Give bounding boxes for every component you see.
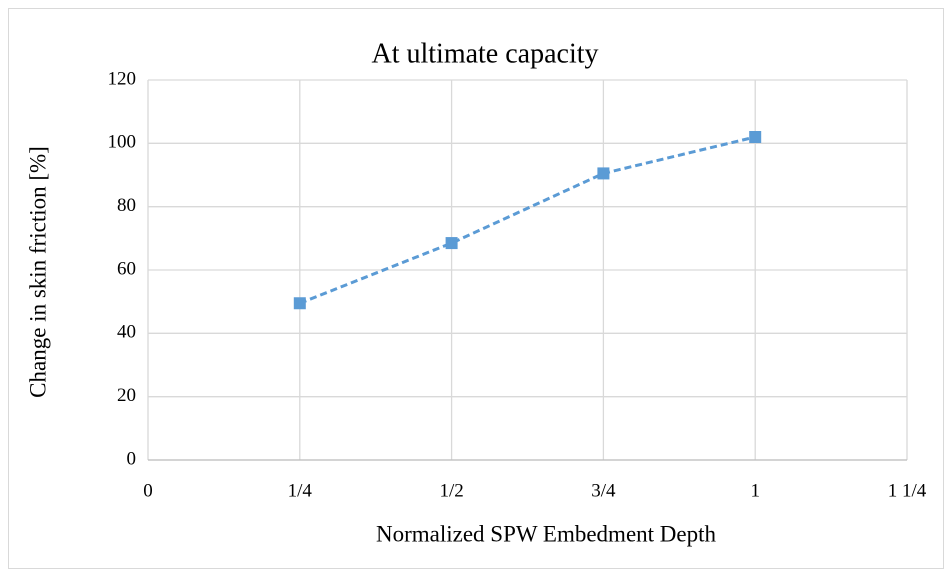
marker bbox=[749, 131, 762, 143]
marker bbox=[445, 237, 458, 250]
marker bbox=[293, 297, 306, 310]
chart-border bbox=[8, 8, 944, 569]
chart-title: At ultimate capacity bbox=[371, 38, 598, 69]
x-tick-label: 1/2 bbox=[439, 480, 463, 501]
x-tick-label: 0 bbox=[143, 480, 153, 501]
y-axis-label: Change in skin friction [%] bbox=[25, 146, 50, 398]
x-tick-label: 1 1/4 bbox=[888, 480, 927, 501]
y-tick-label: 0 bbox=[127, 448, 137, 469]
series-line bbox=[299, 135, 756, 305]
y-tick-label: 80 bbox=[117, 195, 136, 216]
marker bbox=[597, 167, 610, 180]
x-tick-label: 1 bbox=[750, 480, 760, 501]
y-tick-label: 60 bbox=[117, 258, 136, 279]
x-tick-label: 3/4 bbox=[591, 480, 616, 501]
y-tick-label: 40 bbox=[117, 322, 136, 343]
x-tick-label: 1/4 bbox=[288, 480, 313, 501]
y-tick-label: 100 bbox=[108, 132, 137, 153]
y-tick-label: 120 bbox=[108, 68, 137, 89]
x-axis-label: Normalized SPW Embedment Depth bbox=[376, 521, 717, 546]
y-tick-label: 20 bbox=[117, 385, 136, 406]
